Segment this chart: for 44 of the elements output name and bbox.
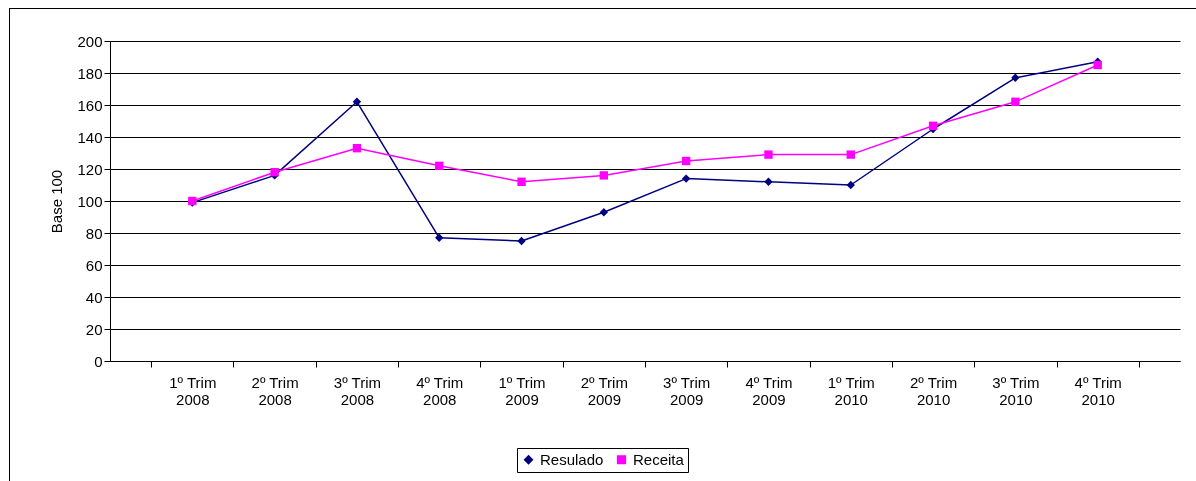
point xyxy=(846,180,855,190)
x-tick-label: 2º Trim 2009 xyxy=(580,373,628,408)
point xyxy=(599,208,609,217)
point xyxy=(928,121,938,130)
point xyxy=(1093,60,1102,70)
point xyxy=(1011,73,1020,82)
x-tick-label: 1º Trim 2009 xyxy=(498,373,546,408)
point xyxy=(517,236,526,246)
point xyxy=(435,161,444,170)
x-tick-label: 1º Trim 2010 xyxy=(827,373,875,408)
y-tick-label: 60 xyxy=(85,256,103,274)
y-tick-label: 100 xyxy=(77,192,103,210)
x-tick-label: 3º Trim 2009 xyxy=(663,373,711,408)
y-tick-label: 40 xyxy=(85,288,103,306)
y-tick-label: 180 xyxy=(77,64,103,82)
x-tick-label: 3º Trim 2010 xyxy=(992,373,1040,408)
point xyxy=(352,144,362,153)
y-tick-label: 0 xyxy=(94,352,103,370)
y-tick-label: 120 xyxy=(77,160,103,178)
point xyxy=(681,156,691,166)
legend-label: Receita xyxy=(633,450,685,468)
point xyxy=(599,171,609,180)
point xyxy=(352,97,362,106)
x-tick-label: 2º Trim 2010 xyxy=(910,373,958,408)
point xyxy=(435,233,444,242)
y-tick-label: 140 xyxy=(77,128,103,146)
y-tick-label: 20 xyxy=(85,320,103,338)
point xyxy=(764,150,773,159)
x-tick-label: 4º Trim 2008 xyxy=(416,373,464,408)
x-tick-label: 4º Trim 2010 xyxy=(1074,373,1122,408)
point xyxy=(1011,97,1020,106)
y-tick-label: 200 xyxy=(77,32,103,50)
y-tick-label: 80 xyxy=(85,224,103,242)
x-tick-label: 2º Trim 2008 xyxy=(251,373,299,408)
legend-label: Resulado xyxy=(540,450,604,468)
point xyxy=(517,177,526,186)
x-tick-label: 3º Trim 2008 xyxy=(333,373,381,408)
y-tick-label: 160 xyxy=(77,96,103,114)
point xyxy=(846,150,855,159)
x-tick-label: 4º Trim 2009 xyxy=(745,373,793,408)
y-axis-title: Base 100 xyxy=(48,169,66,234)
point xyxy=(681,174,691,183)
x-tick-label: 1º Trim 2008 xyxy=(169,373,217,408)
point xyxy=(764,177,773,186)
